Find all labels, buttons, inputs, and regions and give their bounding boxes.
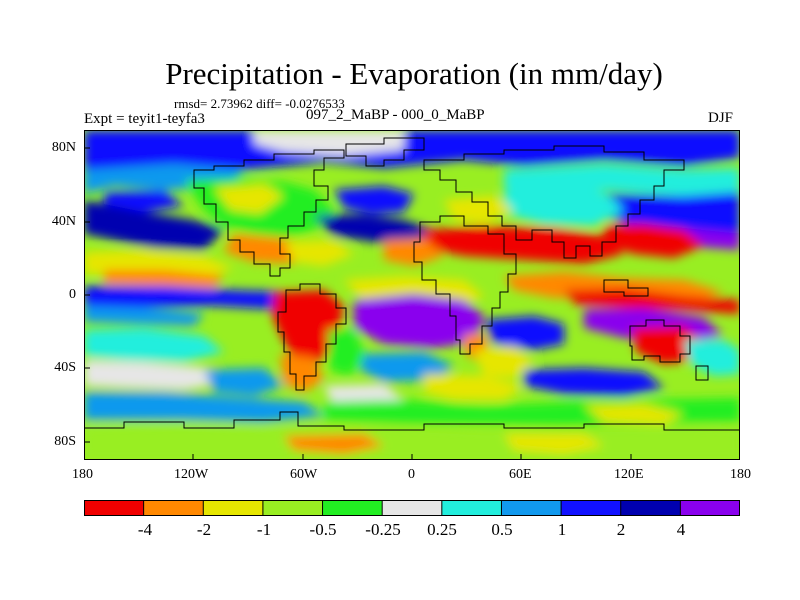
colorbar-swatch-6	[382, 500, 443, 516]
colorbar-label-10: 4	[676, 520, 686, 539]
stats-text: rmsd= 2.73962 diff= -0.0276533	[174, 96, 345, 111]
colorbar-label-4: -0.5	[309, 520, 337, 539]
coast-maritime-continent	[603, 279, 649, 297]
y-tick-80s: 80S	[54, 434, 76, 449]
colorbar-swatch-2	[143, 500, 204, 516]
colorbar-label-2: -2	[196, 520, 212, 539]
colorbar-label-6: 0.25	[427, 520, 457, 539]
colorbar-label-1: -4	[137, 520, 153, 539]
colorbar-swatch-10	[620, 500, 681, 516]
colorbar-label-8: 1	[557, 520, 567, 539]
coast-africa	[413, 215, 517, 355]
x-tick-60e: 60E	[509, 467, 532, 482]
colorbar-frame	[84, 500, 740, 516]
season-label: DJF	[708, 110, 734, 126]
experiment-label: Expt = teyit1-teyfa3	[84, 111, 205, 127]
colorbar-label-5: -0.25	[365, 520, 401, 539]
plot-title: Precipitation - Evaporation (in mm/day)	[165, 56, 663, 91]
y-tick-0: 0	[69, 287, 76, 302]
colorbar	[84, 500, 740, 516]
case-label: 097_2_MaBP - 000_0_MaBP	[306, 107, 485, 123]
coast-new-zealand	[695, 365, 709, 381]
coast-south-america	[277, 283, 347, 391]
coast-australia	[629, 319, 691, 363]
coast-antarctica	[84, 411, 740, 431]
colorbar-swatch-11	[680, 500, 740, 516]
coastlines	[84, 137, 740, 431]
colorbar-swatch-9	[561, 500, 622, 516]
coast-greenland	[345, 137, 425, 167]
x-tick-120e: 120E	[614, 467, 644, 482]
colorbar-label-9: 2	[616, 520, 626, 539]
x-tick-0: 0	[408, 467, 415, 482]
map-ticks	[84, 147, 740, 460]
y-tick-80n: 80N	[51, 140, 76, 155]
x-tick-60w: 60W	[290, 467, 318, 482]
colorbar-label-7: 0.5	[491, 520, 513, 539]
colorbar-swatch-8	[501, 500, 562, 516]
colorbar-label-3: -1	[256, 520, 272, 539]
coast-eurasia	[423, 145, 685, 259]
colorbar-swatch-5	[322, 500, 383, 516]
field-patches	[84, 130, 740, 460]
precip-evap-map	[84, 130, 740, 460]
x-tick-120w: 120W	[174, 467, 209, 482]
colorbar-swatch-1	[84, 500, 144, 516]
colorbar-swatch-7	[441, 500, 502, 516]
y-tick-40n: 40N	[51, 214, 76, 229]
x-tick-180e: 180	[730, 467, 751, 482]
colorbar-swatch-3	[203, 500, 264, 516]
colorbar-swatch-4	[262, 500, 323, 516]
y-tick-40s: 40S	[54, 360, 76, 375]
x-tick-180w: 180	[72, 467, 93, 482]
coast-north-america	[193, 149, 345, 277]
